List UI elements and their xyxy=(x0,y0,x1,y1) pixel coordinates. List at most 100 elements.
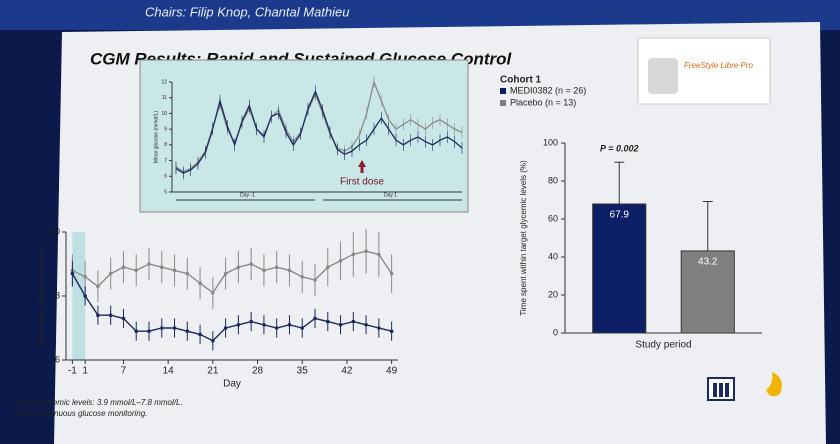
point xyxy=(121,265,126,270)
point xyxy=(185,271,190,276)
point xyxy=(377,252,381,257)
point xyxy=(147,262,151,266)
point xyxy=(83,294,87,298)
y-tick-label: 8 xyxy=(164,142,167,148)
point xyxy=(211,339,215,343)
point xyxy=(70,271,75,276)
device-icon xyxy=(648,58,678,94)
y-tick-label: 10 xyxy=(50,226,60,236)
point xyxy=(96,284,100,289)
point xyxy=(325,319,330,324)
value-label: 67.9 xyxy=(610,210,630,221)
point xyxy=(134,329,139,334)
x-tick-label: 49 xyxy=(386,366,398,377)
annotation: First dose xyxy=(340,177,384,188)
point xyxy=(83,275,87,279)
point xyxy=(108,271,113,276)
bar xyxy=(592,203,647,334)
point xyxy=(389,329,394,334)
point xyxy=(351,319,356,324)
point xyxy=(159,326,164,330)
legend-swatch xyxy=(500,100,506,106)
point xyxy=(249,262,253,266)
legend-swatch xyxy=(500,88,506,94)
point xyxy=(274,326,279,330)
y-tick-label: 20 xyxy=(548,289,558,299)
x-tick-label: Study period xyxy=(635,340,691,351)
logo-text: FreeStyle Libre Pro xyxy=(684,61,753,70)
y-tick-label: 12 xyxy=(161,79,167,85)
point xyxy=(159,265,164,270)
point xyxy=(134,268,139,273)
y-tick-label: 8 xyxy=(55,290,60,300)
point xyxy=(364,323,368,327)
point xyxy=(198,332,202,337)
company-logo xyxy=(707,372,782,401)
point xyxy=(223,326,228,330)
x-tick-label: 35 xyxy=(297,366,309,377)
y-tick-label: 5 xyxy=(164,189,167,195)
value-label: 43.2 xyxy=(698,257,718,268)
y-tick-label: 11 xyxy=(162,95,167,101)
x-axis-label: Day xyxy=(223,379,241,390)
point xyxy=(236,265,241,270)
point xyxy=(96,313,100,318)
point xyxy=(287,268,292,273)
legend-title: Cohort 1 xyxy=(500,75,542,86)
dose-arrow xyxy=(358,160,366,173)
point xyxy=(262,268,266,273)
point xyxy=(364,249,368,253)
legend-label: MEDI0382 (n = 26) xyxy=(510,85,586,95)
point xyxy=(223,271,228,276)
point xyxy=(236,323,241,327)
point xyxy=(185,329,190,334)
x-tick-label: 7 xyxy=(121,366,127,377)
annotation: P = 0.002 xyxy=(600,143,638,153)
point xyxy=(325,265,330,270)
point xyxy=(338,323,343,327)
point xyxy=(351,252,356,257)
y-axis-label: Mean daily glucose (mmol/L) xyxy=(37,245,46,348)
day-label: Day -1 xyxy=(240,192,255,198)
point xyxy=(287,323,292,327)
point xyxy=(300,275,305,279)
point xyxy=(198,281,202,286)
bar xyxy=(680,250,735,334)
y-axis-label: Mean glucose (mmol/L) xyxy=(153,111,159,164)
point xyxy=(300,326,305,330)
y-tick-label: 40 xyxy=(548,251,558,261)
y-tick-label: 60 xyxy=(548,213,558,223)
highlight-band xyxy=(72,232,86,360)
point xyxy=(389,271,394,276)
series-line xyxy=(71,273,392,342)
y-tick-label: 7 xyxy=(164,158,167,164)
point xyxy=(338,259,343,263)
y-axis-label: Time spent within target glycemic levels… xyxy=(519,160,528,316)
point xyxy=(313,316,317,321)
footnote: CGM, continuous glucose monitoring. xyxy=(14,409,147,418)
footnote: Target glycemic levels: 3.9 mmol/L–7.8 m… xyxy=(14,398,183,407)
point xyxy=(377,326,381,330)
y-tick-label: 9 xyxy=(164,126,167,132)
inset-panel xyxy=(139,59,469,213)
y-tick-label: 6 xyxy=(164,174,167,180)
point xyxy=(172,268,177,273)
y-tick-label: 10 xyxy=(161,111,167,117)
y-tick-label: 80 xyxy=(548,175,558,185)
series-line xyxy=(175,79,463,173)
x-tick-label: 14 xyxy=(163,366,175,377)
point xyxy=(262,323,266,327)
header-text: Chairs: Filip Knop, Chantal Mathieu xyxy=(145,4,350,19)
x-tick-label: 28 xyxy=(252,366,264,377)
series-line xyxy=(175,89,463,174)
y-tick-label: 6 xyxy=(55,354,60,364)
series-line xyxy=(72,250,393,294)
x-tick-label: -1 xyxy=(68,366,77,377)
point xyxy=(172,326,177,330)
point xyxy=(121,316,126,321)
point xyxy=(313,278,317,282)
point xyxy=(274,265,279,270)
y-tick-label: 0 xyxy=(553,327,558,337)
day-label: Day 1 xyxy=(384,192,397,198)
